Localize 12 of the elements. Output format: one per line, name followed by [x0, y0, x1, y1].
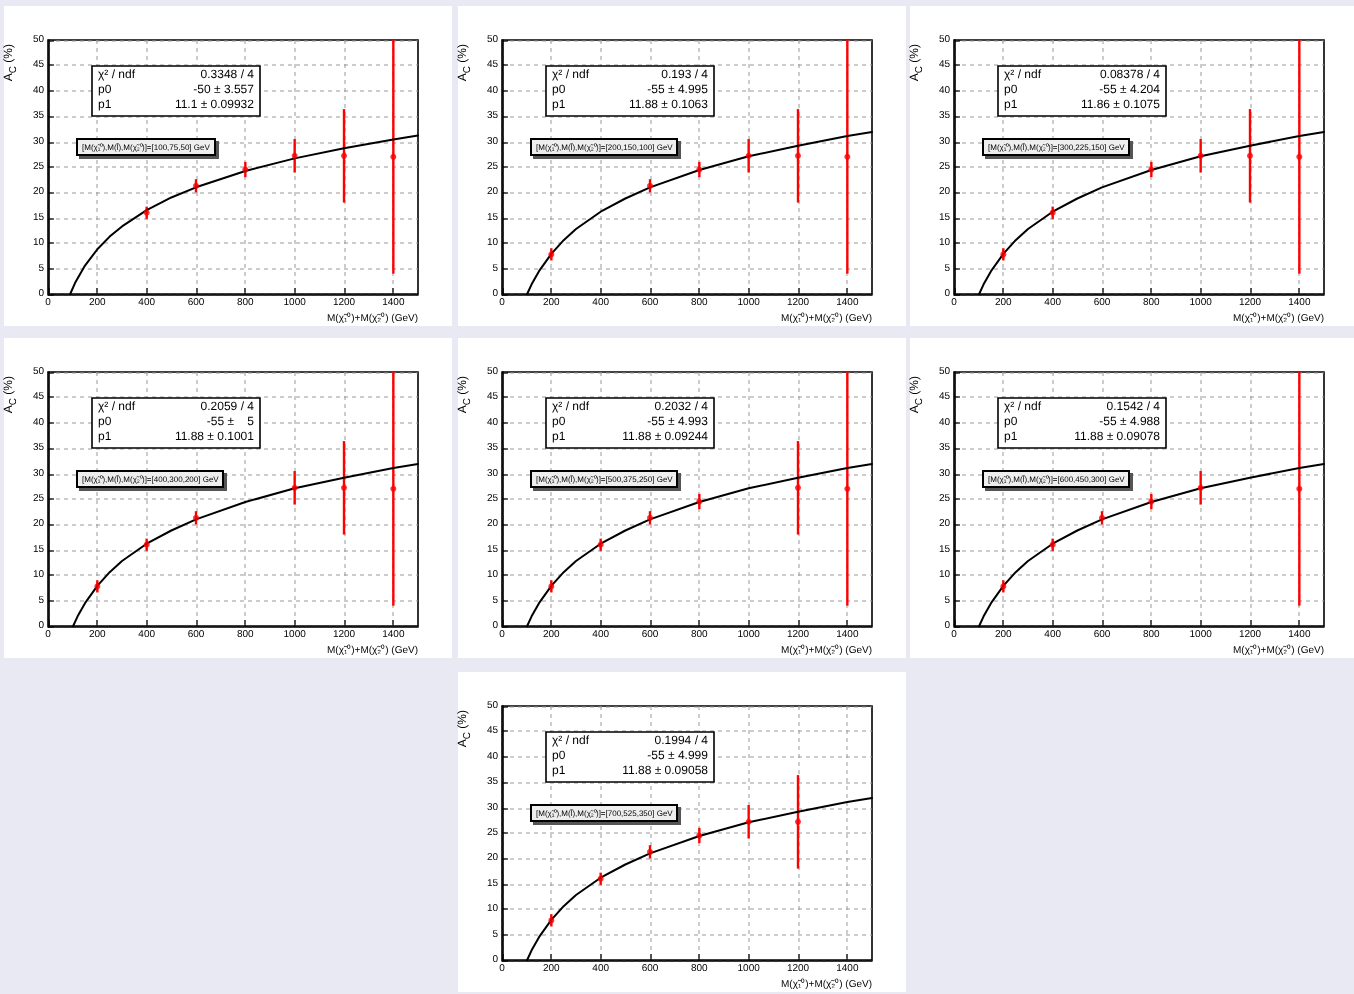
point: [291, 152, 298, 159]
point: [291, 484, 298, 491]
point: [1197, 484, 1204, 491]
point: [745, 152, 752, 159]
point: [745, 818, 752, 825]
point: [844, 485, 851, 492]
point: [1197, 152, 1204, 159]
point: [390, 153, 397, 160]
point: [844, 153, 851, 160]
point: [1296, 485, 1303, 492]
point: [390, 485, 397, 492]
point: [1296, 153, 1303, 160]
